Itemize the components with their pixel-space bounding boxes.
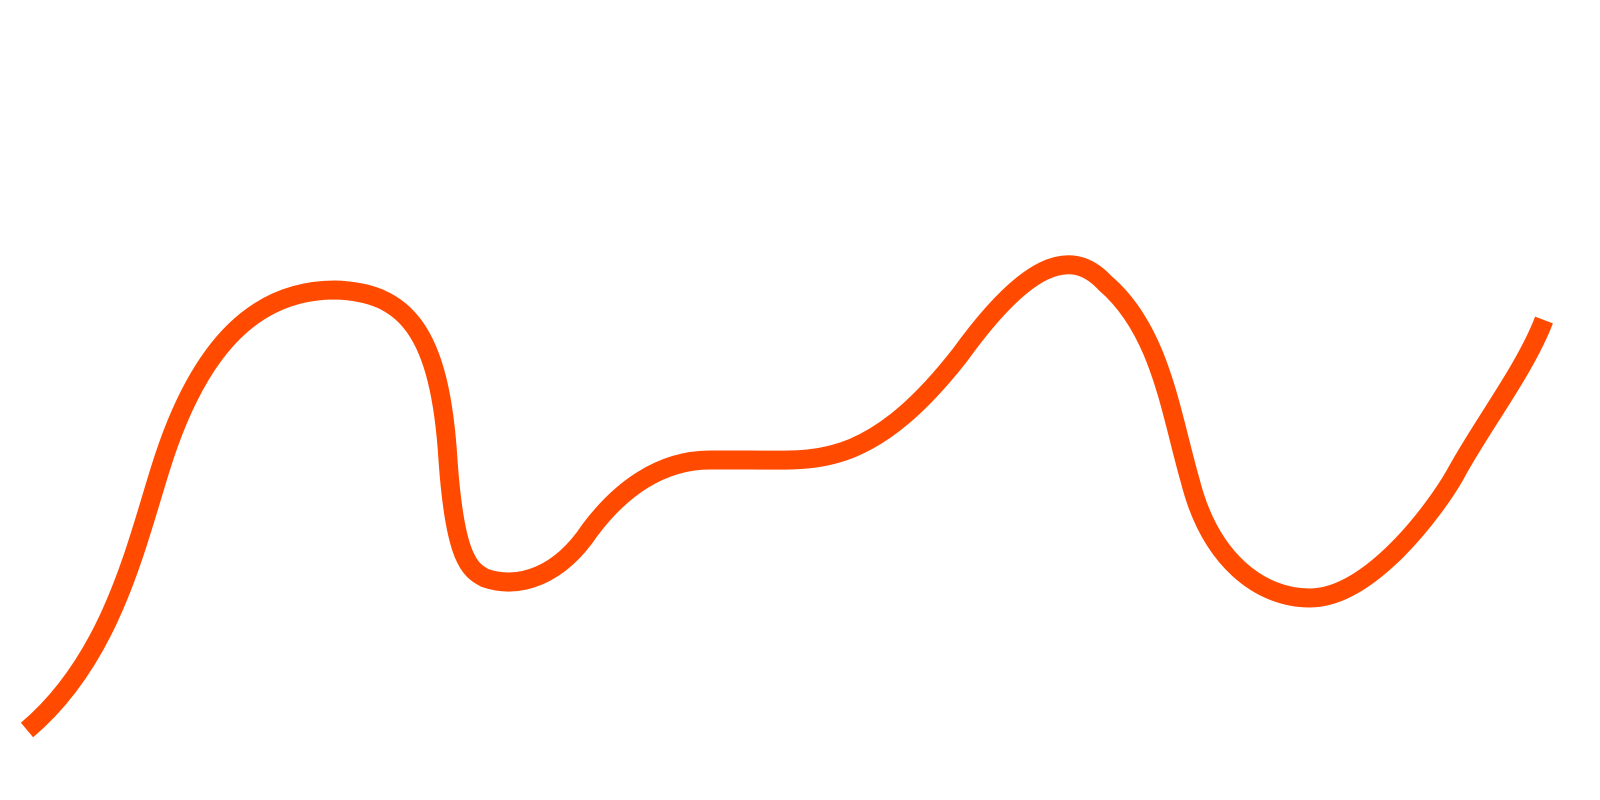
squiggle-line — [20, 255, 1553, 738]
